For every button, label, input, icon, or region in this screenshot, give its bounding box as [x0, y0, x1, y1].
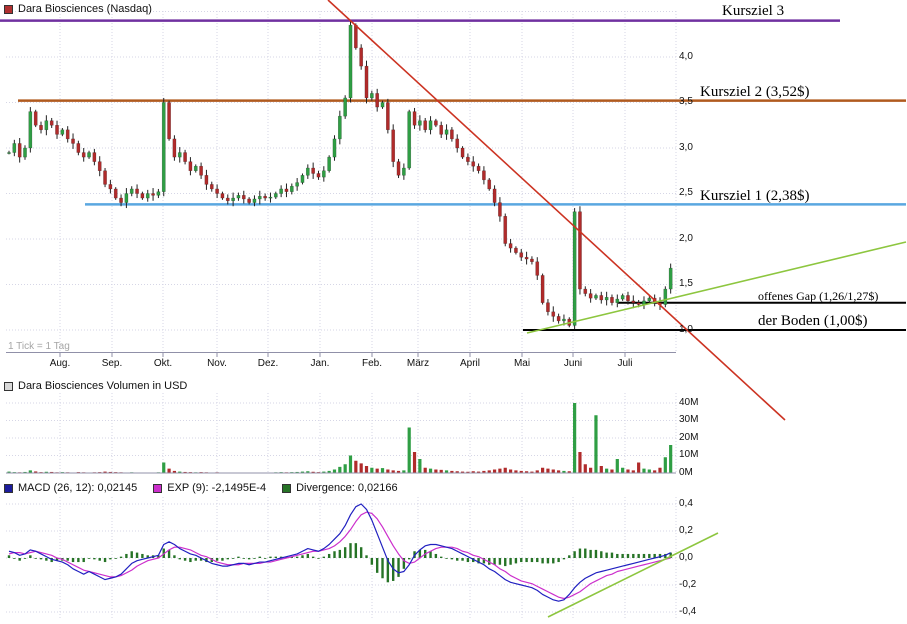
chart-series-icon [4, 4, 13, 14]
price-axis-label: 1,5 [679, 278, 693, 289]
divergence-legend-item: Divergence: 0,02166 [282, 482, 398, 494]
x-axis-month-label: Juni [563, 358, 583, 369]
annotation-kursziel3: Kursziel 3 [722, 3, 785, 19]
exp-legend-item: EXP (9): -2,1495E-4 [153, 482, 266, 494]
divergence-series-icon [282, 483, 292, 493]
macd-legend-label: MACD (26, 12): 0,02145 [18, 482, 138, 494]
macd-legend: MACD (26, 12): 0,02145 EXP (9): -2,1495E… [4, 482, 398, 494]
trendline-uptrend [526, 241, 907, 334]
macd-axis-label: 0,4 [679, 497, 693, 509]
macd-line [8, 503, 671, 602]
macd-axis-label: 0,0 [679, 551, 693, 563]
price-axis-label: 3,5 [679, 96, 693, 107]
x-axis-month-label: Jan. [310, 358, 330, 369]
annotation-kursziel2: Kursziel 2 (3,52$) [700, 84, 810, 100]
annotation-der-boden: der Boden (1,00$) [758, 313, 868, 329]
main-chart-title: Dara Biosciences (Nasdaq) [18, 3, 152, 15]
tick-scale-note: 1 Tick = 1 Tag [8, 341, 70, 352]
x-axis-month-label: Okt. [153, 358, 173, 369]
x-axis-month-label: März [406, 358, 430, 369]
macd-axis-label: -0,2 [679, 578, 697, 590]
main-chart-header: Dara Biosciences (Nasdaq) [4, 3, 152, 15]
macd-series-icon [4, 483, 13, 493]
price-axis-label: 2,5 [679, 187, 693, 198]
volume-series-icon [4, 381, 13, 391]
macd-axis-label: 0,2 [679, 524, 693, 536]
volume-axis-label: 0M [679, 466, 693, 478]
volume-axis-label: 40M [679, 396, 699, 408]
exp-series-icon [153, 483, 163, 493]
divergence-bars [7, 543, 672, 583]
annotation-offenes-gap: offenes Gap (1,26/1,27$) [758, 289, 879, 303]
macd-axis-label: -0,4 [679, 605, 697, 617]
x-axis-month-label: April [459, 358, 480, 369]
price-axis-label: 4,0 [679, 50, 693, 62]
volume-axis-label: 10M [679, 449, 699, 460]
volume-chart-header: Dara Biosciences Volumen in USD [4, 380, 187, 392]
x-axis-month-label: Aug. [49, 358, 71, 369]
x-axis-month-label: Juli [617, 358, 633, 369]
price-axis-label: 2,0 [679, 232, 693, 244]
annotation-kursziel1: Kursziel 1 (2,38$) [700, 188, 810, 204]
price-axis-label: 1,0 [679, 323, 693, 335]
x-axis-month-label: Nov. [207, 358, 227, 369]
x-axis-month-label: Mai [513, 358, 531, 369]
volume-axis-label: 30M [679, 414, 699, 425]
x-axis-month-label: Feb. [361, 358, 382, 369]
price-axis-label: 3,0 [679, 141, 693, 153]
exp-legend-label: EXP (9): -2,1495E-4 [167, 482, 267, 494]
exp-line [8, 511, 671, 600]
x-axis-month-label: Dez. [257, 358, 279, 369]
macd-legend-item: MACD (26, 12): 0,02145 [4, 482, 137, 494]
volume-chart-title: Dara Biosciences Volumen in USD [18, 380, 188, 392]
x-axis-month-label: Sep. [101, 358, 123, 369]
volume-series [7, 403, 673, 473]
divergence-legend-label: Divergence: 0,02166 [296, 482, 398, 494]
candlestick-series [7, 20, 673, 330]
trendline-uptrend-macd [547, 532, 719, 618]
trendline-downtrend [327, 0, 786, 421]
volume-axis-label: 20M [679, 431, 699, 443]
